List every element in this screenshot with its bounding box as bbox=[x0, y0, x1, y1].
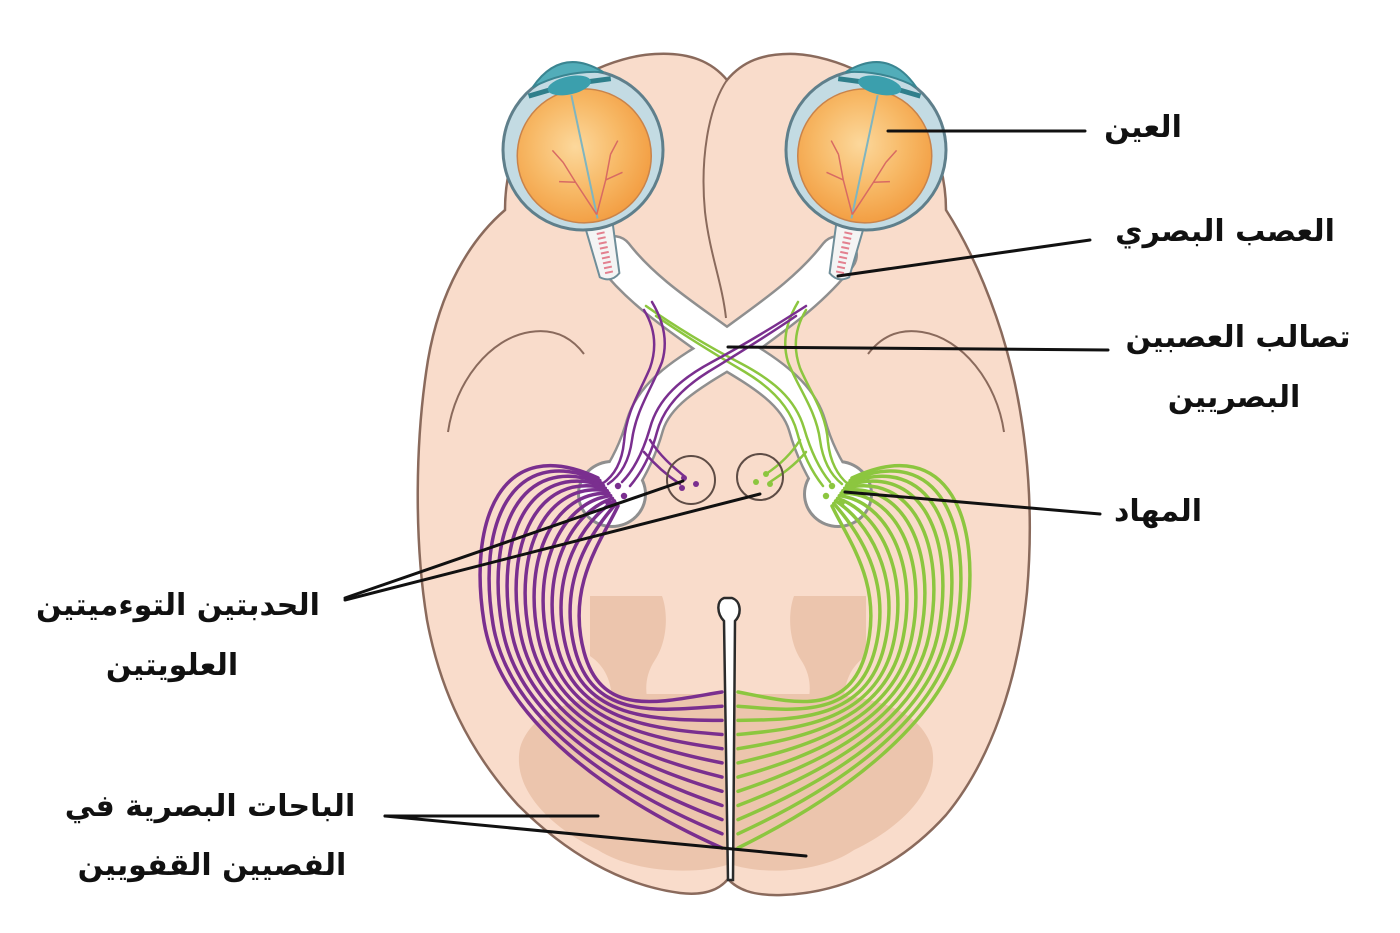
synapse-dot bbox=[693, 481, 699, 487]
retinal-vessels bbox=[551, 140, 623, 215]
synapse-dot bbox=[681, 475, 687, 481]
left-radiation-fiber bbox=[487, 469, 724, 836]
nerve-striation bbox=[594, 221, 614, 275]
right-radiation-fiber bbox=[736, 464, 972, 850]
right-eye bbox=[784, 61, 948, 281]
left-radiation-fiber bbox=[577, 504, 724, 704]
right-midbrain-region bbox=[790, 596, 866, 702]
optic-chiasm-label-line1: تصالب العصبين bbox=[1125, 320, 1351, 355]
colliculus-fiber-green bbox=[768, 450, 808, 484]
right-optic-radiation bbox=[736, 464, 972, 850]
left-radiation-fiber bbox=[478, 464, 724, 850]
right-radiation-fiber bbox=[736, 504, 873, 704]
nerve-striation bbox=[835, 221, 855, 275]
left-radiation-fiber bbox=[514, 484, 724, 794]
cornea bbox=[531, 61, 604, 88]
visual-areas-label-line2: الفصيين القفويين bbox=[77, 848, 347, 883]
left-optic-radiation bbox=[478, 464, 724, 850]
left-radiation-fiber bbox=[496, 474, 724, 822]
synapse-dot bbox=[828, 482, 836, 490]
synapse-dot bbox=[604, 498, 612, 506]
right-superior-colliculus bbox=[736, 453, 784, 501]
left-eye bbox=[501, 61, 665, 281]
longitudinal-fissure bbox=[702, 79, 728, 319]
right-temporal-contour bbox=[867, 330, 1005, 433]
optic-nerve-leader-line bbox=[836, 238, 1092, 278]
superior-colliculi-label-line1: الحدبتين التوءميتين bbox=[36, 588, 320, 623]
synapse-dot bbox=[620, 492, 628, 500]
left-midbrain-region bbox=[590, 596, 666, 702]
synapse-dot bbox=[767, 481, 773, 487]
right-radiation-fiber bbox=[736, 501, 882, 711]
right-visual-area-leader-line bbox=[383, 814, 808, 858]
synapse-dot bbox=[679, 485, 685, 491]
colliculus-fiber-purple bbox=[648, 438, 686, 478]
crossing-fiber-green bbox=[644, 304, 832, 484]
synapse-dot bbox=[838, 498, 846, 506]
synapse-dot bbox=[592, 480, 600, 488]
right-colliculus-leader-line bbox=[343, 492, 762, 602]
thalamus-label: المهاد bbox=[1113, 494, 1203, 529]
right-radiation-fiber bbox=[736, 494, 909, 751]
synapse-dot bbox=[822, 492, 830, 500]
left-superior-colliculus bbox=[666, 455, 716, 505]
synapse-dot bbox=[753, 479, 759, 485]
superior-colliculi-label-line2: العلويتين bbox=[105, 648, 239, 683]
optical-axis bbox=[570, 95, 599, 219]
left-radiation-fiber bbox=[541, 494, 724, 751]
uncrossed-fiber-purple bbox=[600, 308, 656, 486]
left-temporal-contour bbox=[447, 330, 585, 433]
retinal-vessels bbox=[826, 140, 898, 215]
optic-nerve-label: العصب البصري bbox=[1115, 214, 1335, 249]
left-radiation-fiber bbox=[505, 479, 724, 808]
left-synapse-dots bbox=[592, 475, 699, 506]
optical-axis bbox=[850, 95, 879, 219]
uncrossed-fiber-green bbox=[784, 300, 844, 486]
occipital-midline-fissure bbox=[717, 596, 741, 882]
right-radiation-fiber bbox=[736, 499, 891, 723]
uncrossed-fiber-purple bbox=[606, 300, 666, 486]
crossing-fiber-purple bbox=[620, 304, 808, 484]
synapse-dot bbox=[763, 471, 769, 477]
leader-lines bbox=[343, 129, 1110, 858]
left-radiation-fiber bbox=[550, 496, 724, 737]
right-synapse-dots bbox=[753, 471, 858, 506]
right-radiation-fiber bbox=[736, 474, 954, 822]
crossing-fiber-green bbox=[654, 314, 825, 488]
left-radiation-fiber bbox=[523, 488, 724, 779]
thalamus-leader-line bbox=[843, 490, 1102, 516]
right-radiation-fiber bbox=[736, 491, 918, 765]
brain-outline bbox=[416, 52, 1032, 897]
right-radiation-fiber bbox=[736, 488, 927, 779]
chiasm-fibers bbox=[600, 300, 850, 488]
synapse-dot bbox=[850, 480, 858, 488]
uncrossed-fiber-green bbox=[794, 308, 850, 486]
left-colliculus-leader-line bbox=[343, 479, 685, 600]
lens bbox=[858, 75, 902, 96]
right-radiation-fiber bbox=[736, 479, 945, 808]
cornea bbox=[845, 61, 918, 88]
synapse-dot bbox=[602, 488, 610, 496]
eye-label: العين bbox=[1104, 110, 1182, 145]
colliculus-fiber-green bbox=[764, 438, 802, 476]
synapse-dot bbox=[614, 482, 622, 490]
right-radiation-fiber bbox=[736, 496, 900, 737]
optic-chiasm-leader-line bbox=[726, 345, 1110, 352]
left-radiation-fiber bbox=[532, 491, 724, 765]
optic-chiasm-label-line2: البصريين bbox=[1167, 380, 1301, 415]
lens bbox=[547, 75, 591, 96]
visual-areas-label-line1: الباحات البصرية في bbox=[64, 789, 356, 824]
right-radiation-fiber bbox=[736, 469, 963, 836]
left-radiation-fiber bbox=[559, 499, 724, 723]
